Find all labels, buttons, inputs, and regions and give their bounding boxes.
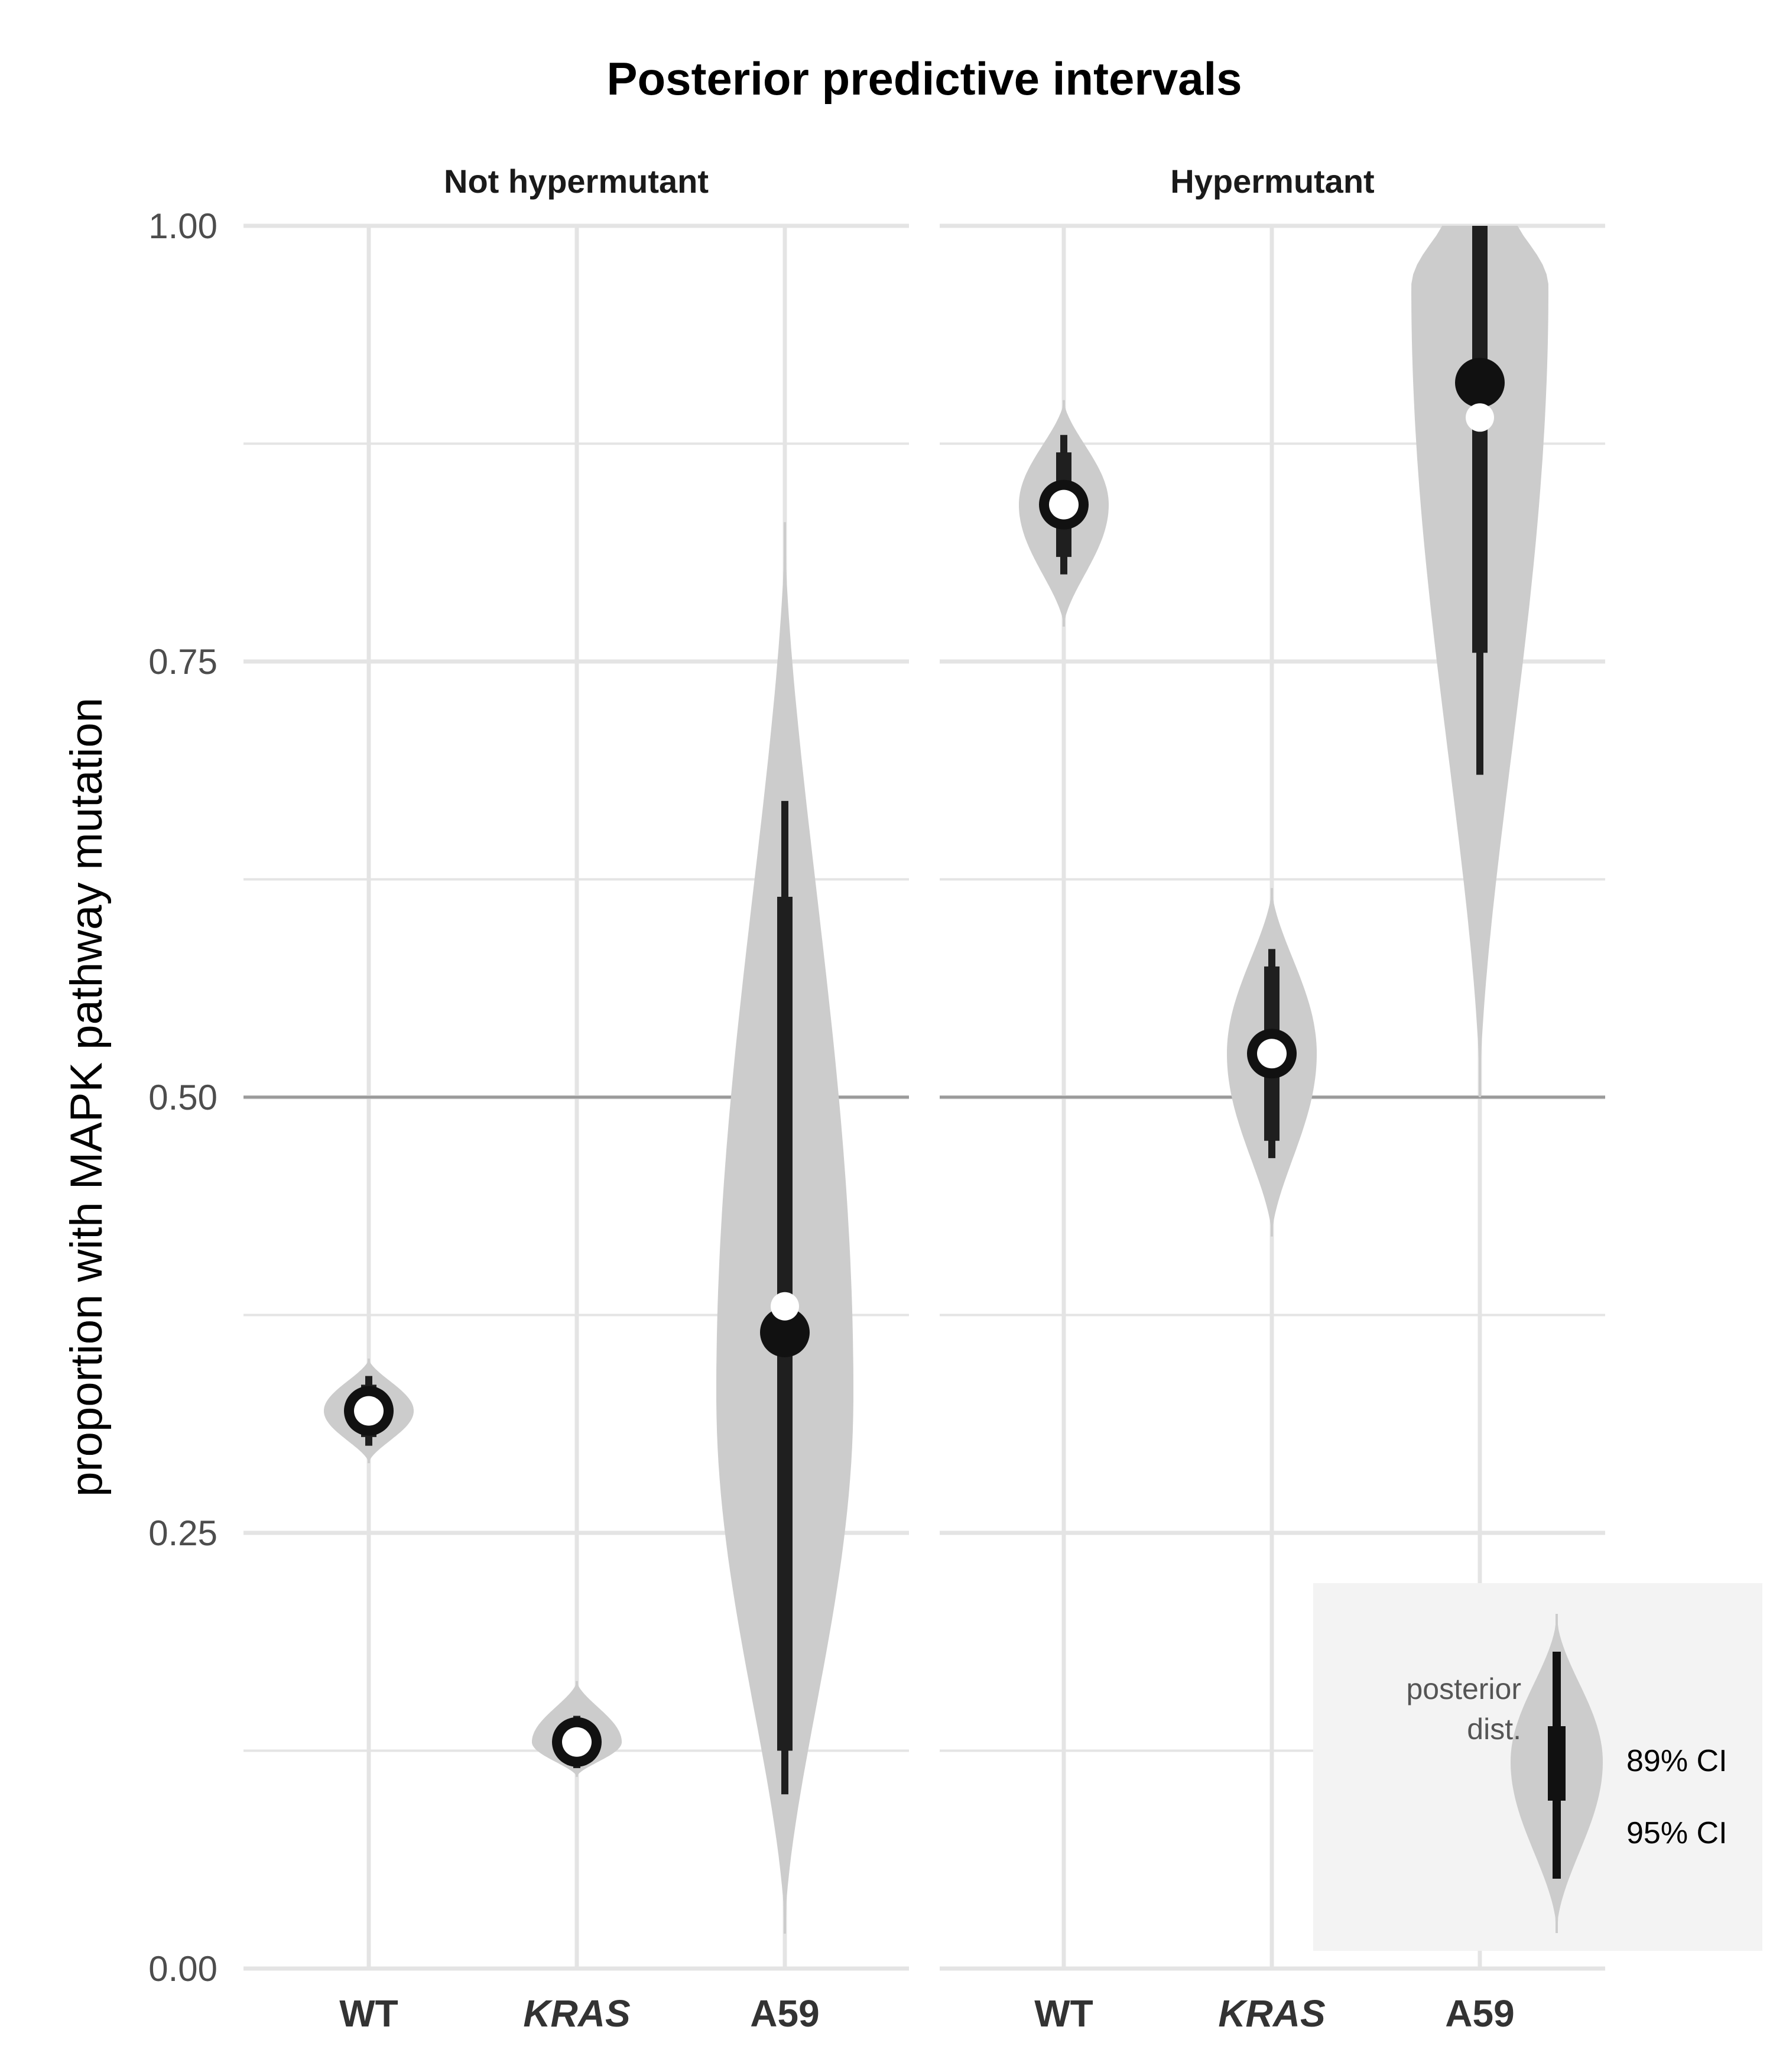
posterior-median-point: [1455, 358, 1505, 408]
y-tick-label: 1.00: [148, 206, 217, 246]
x-tick-label: A59: [750, 1992, 819, 2035]
panel-title: Not hypermutant: [444, 163, 709, 200]
legend-ci95-label: 95% CI: [1626, 1816, 1727, 1850]
observed-point: [562, 1727, 592, 1757]
panel-title: Hypermutant: [1170, 163, 1374, 200]
observed-point: [771, 1292, 799, 1321]
x-tick-label: KRAS: [1218, 1992, 1326, 2035]
legend-dist-label: dist.: [1467, 1713, 1521, 1746]
observed-point: [354, 1396, 384, 1426]
posterior-median-point: [760, 1307, 810, 1357]
legend-dist-label: posterior: [1406, 1672, 1521, 1705]
x-tick-label: WT: [339, 1992, 398, 2035]
observed-point: [1257, 1039, 1287, 1069]
y-tick-label: 0.50: [148, 1078, 217, 1117]
observed-point: [1466, 403, 1494, 432]
x-tick-label: KRAS: [523, 1992, 631, 2035]
y-tick-label: 0.25: [148, 1513, 217, 1553]
legend-ci89-label: 89% CI: [1626, 1744, 1727, 1778]
observed-point: [1049, 489, 1079, 520]
chart-title: Posterior predictive intervals: [606, 53, 1242, 105]
x-tick-label: WT: [1034, 1992, 1093, 2035]
x-tick-label: A59: [1445, 1992, 1514, 2035]
y-axis-label: proportion with MAPK pathway mutation: [61, 698, 112, 1497]
y-tick-label: 0.75: [148, 642, 217, 682]
y-tick-label: 0.00: [148, 1949, 217, 1989]
